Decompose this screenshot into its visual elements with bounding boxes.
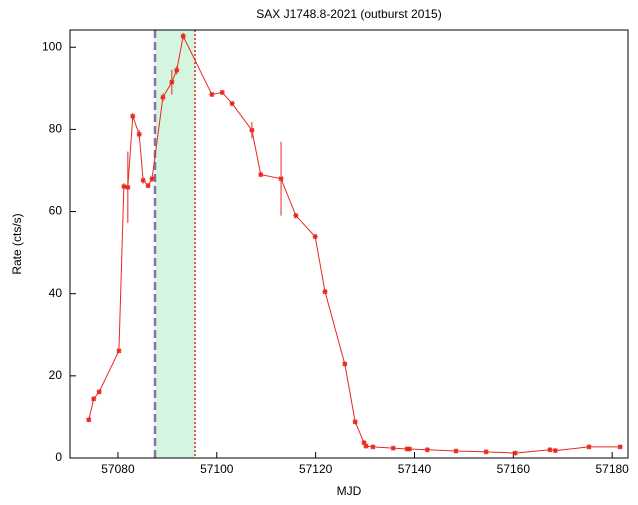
data-point (407, 446, 413, 452)
y-tick-label: 60 (49, 204, 63, 218)
x-tick-label: 57140 (398, 462, 432, 476)
data-point (136, 131, 142, 137)
data-line (88, 34, 621, 454)
data-point (116, 348, 122, 354)
data-point (390, 445, 396, 451)
data-point (278, 176, 284, 182)
data-point (140, 177, 146, 183)
plot-frame (69, 29, 629, 459)
data-point (352, 419, 358, 425)
data-point (483, 449, 489, 455)
chart-title: SAX J1748.8-2021 (outburst 2015) (256, 7, 441, 21)
data-point (180, 33, 186, 39)
data-point (547, 447, 553, 453)
data-point (370, 444, 376, 450)
y-tick-label: 0 (55, 450, 62, 464)
data-point (86, 417, 92, 423)
data-point (149, 176, 155, 182)
x-axis-label: MJD (337, 484, 362, 498)
data-point (586, 444, 592, 450)
x-tick-label: 57080 (101, 462, 135, 476)
data-point (363, 443, 369, 449)
data-point (424, 447, 430, 453)
data-point (249, 127, 255, 133)
data-point (312, 234, 318, 240)
x-tick-label: 57120 (299, 462, 333, 476)
data-point (512, 450, 518, 456)
data-point (121, 183, 127, 189)
y-axis-label: Rate (cts/s) (10, 213, 24, 274)
y-tick-label: 100 (42, 39, 62, 53)
y-tick-label: 20 (49, 368, 63, 382)
data-point (617, 444, 623, 450)
x-tick-label: 57100 (200, 462, 234, 476)
data-point (361, 440, 367, 446)
y-tick-label: 40 (49, 286, 63, 300)
data-point (453, 448, 459, 454)
shaded-region (155, 30, 196, 458)
data-point (91, 396, 97, 402)
data-point (125, 184, 131, 190)
data-point (552, 448, 558, 454)
x-tick-label: 57180 (595, 462, 629, 476)
data-point (209, 91, 215, 97)
data-point (322, 289, 328, 295)
data-point (174, 67, 180, 73)
data-point (160, 94, 166, 100)
data-point (258, 172, 264, 178)
data-point (96, 389, 102, 395)
data-point (145, 183, 151, 189)
data-point (219, 89, 225, 95)
data-point (342, 361, 348, 367)
x-tick-label: 57160 (497, 462, 531, 476)
y-tick-label: 80 (49, 122, 63, 136)
data-point (130, 113, 136, 119)
data-point (229, 101, 235, 107)
data-point (293, 213, 299, 219)
data-point (169, 79, 175, 85)
